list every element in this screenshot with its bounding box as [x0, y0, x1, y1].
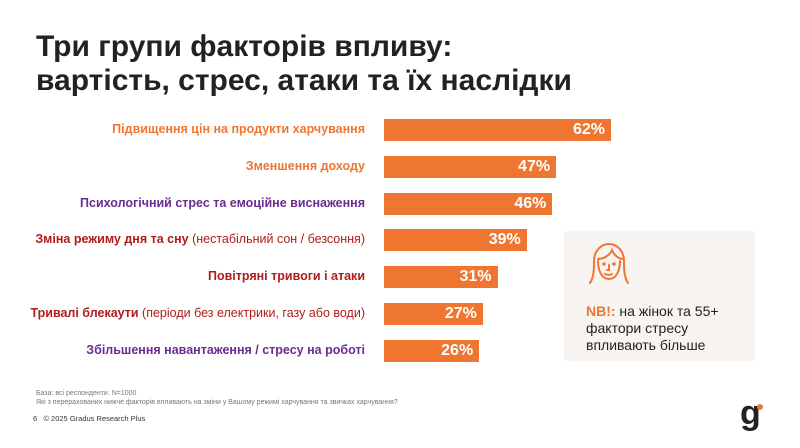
category-name: Зменшення доходу: [245, 158, 365, 173]
value-label: 31%: [459, 268, 492, 286]
category-name: Тривалі блекаути: [30, 306, 139, 320]
category-label: Психологічний стрес та емоційне виснажен…: [80, 196, 365, 210]
category-label: Збільшення навантаження / стресу на робо…: [86, 343, 365, 357]
note-line-3: впливають більше: [586, 337, 706, 353]
footer: 6 © 2025 Gradus Research Plus: [33, 414, 145, 423]
category-label: Підвищення цін на продукти харчування: [112, 122, 365, 136]
footnote-base: База: всі респонденти. N=1000: [36, 390, 137, 397]
note-line-1: на жінок та 55+: [615, 303, 719, 319]
bar: 62%: [384, 119, 611, 141]
category-name: Повітряні тривоги і атаки: [207, 269, 365, 284]
logo-dot: [757, 404, 763, 410]
bar: 46%: [384, 192, 553, 215]
category-note: (періоди без електрики, газу або води): [138, 306, 365, 320]
value-label: 27%: [444, 305, 477, 322]
copyright: © 2025 Gradus Research Plus: [43, 414, 146, 423]
chart-row: Збільшення навантаження / стресу на робо…: [0, 339, 620, 362]
chart-row: Тривалі блекаути (періоди без електрики,…: [0, 303, 620, 325]
bar: 26%: [384, 339, 480, 362]
category-note: (нестабільний сон / безсоння): [188, 232, 365, 247]
bar: 31%: [384, 266, 498, 289]
title-line-2: вартість, стрес, атаки та їх наслідки: [36, 64, 572, 97]
woman-face-icon: [589, 242, 629, 284]
category-name: Збільшення навантаження / стресу на робо…: [86, 342, 365, 357]
chart-row: Підвищення цін на продукти харчування 62%: [0, 119, 620, 141]
title-line-1: Три групи факторів впливу:: [36, 30, 453, 63]
gradus-logo: g: [740, 394, 761, 432]
value-label: 39%: [488, 231, 521, 249]
category-label: Зменшення доходу: [246, 159, 365, 173]
chart-row: Повітряні тривоги і атаки 31%: [0, 266, 620, 289]
category-name: Підвищення цін на продукти харчування: [112, 122, 365, 136]
note-line-2: фактори стресу: [586, 320, 689, 336]
value-label: 46%: [514, 194, 547, 212]
category-label: Повітряні тривоги і атаки: [208, 269, 365, 283]
note-card: NB!: на жінок та 55+ фактори стресу впли…: [564, 231, 755, 361]
category-name: Зміна режиму дня та сну: [35, 232, 189, 247]
nb-label: NB!:: [586, 303, 616, 319]
chart-row: Зменшення доходу 47%: [0, 155, 620, 178]
page-number: 6: [33, 414, 38, 423]
category-label: Тривалі блекаути (періоди без електрики,…: [30, 306, 365, 320]
bar: 47%: [384, 155, 557, 178]
page-title: Три групи факторів впливу: вартість, стре…: [36, 30, 572, 98]
footnote-question: Які з перерахованих нижче факторів вплив…: [36, 399, 398, 406]
chart-row: Психологічний стрес та емоційне виснажен…: [0, 192, 620, 215]
value-label: 47%: [518, 157, 551, 175]
value-label: 26%: [441, 341, 474, 359]
value-label: 62%: [572, 121, 605, 138]
note-text: NB!: на жінок та 55+ фактори стресу впли…: [586, 303, 719, 354]
bar: 39%: [384, 229, 527, 252]
chart-row: Зміна режиму дня та сну (нестабільний со…: [0, 229, 620, 252]
category-name: Психологічний стрес та емоційне виснажен…: [80, 195, 365, 210]
category-label: Зміна режиму дня та сну (нестабільний со…: [35, 232, 365, 246]
bar: 27%: [384, 303, 483, 325]
